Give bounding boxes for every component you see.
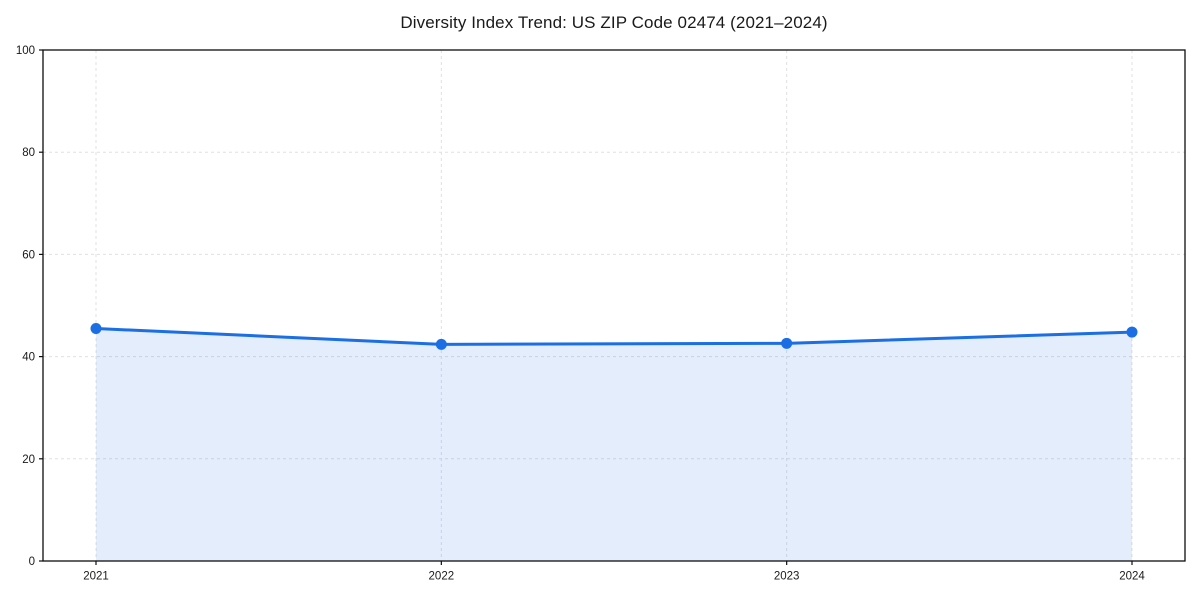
x-tick-label: 2024 [1119,571,1145,583]
y-tick-label: 20 [22,454,35,466]
y-tick-label: 60 [22,249,35,261]
area-fill [96,328,1132,561]
data-point-2022 [435,338,447,350]
y-tick-label: 100 [16,45,35,57]
trend-line [94,326,1134,346]
y-tick-label: 0 [29,556,35,568]
chart-title: Diversity Index Trend: US ZIP Code 02474… [400,13,828,32]
data-point-2023 [781,337,793,349]
plot-frame [42,49,1186,562]
x-tick-label: 2021 [83,571,109,583]
data-point-2024 [1126,326,1138,338]
y-tick-label: 40 [22,352,35,364]
y-tick-label: 80 [22,147,35,159]
data-point-2021 [90,322,102,334]
x-tick-label: 2022 [429,571,455,583]
x-tick-label: 2023 [774,571,800,583]
